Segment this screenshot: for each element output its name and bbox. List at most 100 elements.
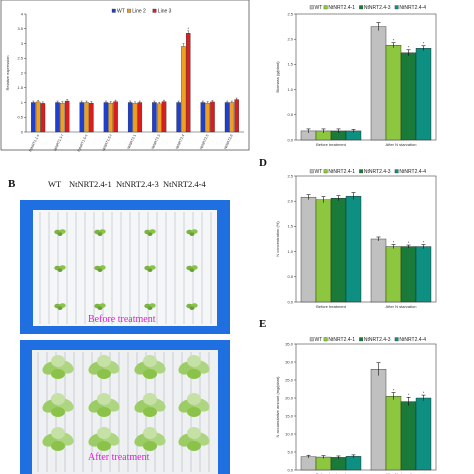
- chart-d-legend-label: NtNRT2.4-1: [328, 169, 355, 175]
- chart-c-y-label: Biomass (g/plant): [275, 61, 280, 93]
- chart-e-y-tick-label: 30.0: [285, 359, 294, 364]
- plant-leaf: [51, 355, 65, 367]
- genotype-label-line4: NtNRT2.4-4: [163, 179, 206, 189]
- plant-leaf: [51, 407, 65, 417]
- chart-e-bar: [300, 456, 317, 471]
- chart-c-legend-label: NtNRT2.4-4: [399, 5, 426, 11]
- chart-a-significance: *: [187, 26, 189, 31]
- chart-e: 0.0 5.0 10.0 15.0 20.0 25.0 30.0 35.0 N accumula…: [275, 337, 437, 474]
- chart-e-legend-swatch: [359, 337, 364, 342]
- plant-leaf: [143, 369, 157, 379]
- chart-a-bar: [35, 101, 41, 133]
- chart-a-x-tick-label: NtNRT2.5: [199, 134, 209, 150]
- plants-after: [42, 355, 210, 451]
- chart-a-plot: 0 0.5 1 1.5 2 2.5 3 3.5 4 Relative expression WT Li…: [5, 8, 244, 153]
- chart-c-y-tick-label: 0.5: [287, 112, 293, 117]
- seedling-leaf: [189, 232, 195, 236]
- chart-e-legend-swatch: [394, 337, 399, 342]
- chart-d-bar: [315, 199, 332, 303]
- chart-e-bar: [385, 396, 402, 471]
- foam-lines-before: [39, 212, 212, 324]
- chart-e-legend-label: NtNRT2.4-4: [399, 337, 426, 343]
- chart-a-legend-swatch: [127, 8, 131, 13]
- chart-a-legend-swatch: [111, 8, 116, 13]
- chart-c-legend-swatch: [309, 5, 314, 10]
- plant-leaf: [187, 369, 201, 379]
- plant-leaf: [51, 427, 65, 439]
- plant-leaf: [51, 369, 65, 379]
- chart-c-legend-label: NtNRT2.4-1: [328, 5, 355, 11]
- chart-d-legend-label: NtNRT2.4-4: [399, 169, 426, 175]
- chart-a-y-tick-label: 0: [21, 129, 24, 134]
- chart-d-significance: *: [393, 239, 395, 244]
- chart-e-x-tick-label: Before treatment: [316, 472, 347, 474]
- chart-c-bar: [415, 48, 432, 141]
- chart-d-y-label: N concentration (%): [275, 221, 280, 257]
- genotype-label-line3: NtNRT2.4-3: [116, 179, 159, 189]
- chart-a-y-tick-label: 2: [21, 70, 24, 75]
- chart-e-y-label: N accumulative amount (mg/plant): [275, 376, 280, 438]
- chart-a-x-tick-label: NtNRT1.5-s: [77, 134, 89, 153]
- plant-leaf: [97, 393, 111, 405]
- chart-d-bar: [400, 246, 417, 303]
- seedlings-before: [54, 229, 198, 311]
- chart-e-y-tick-label: 0.0: [287, 467, 293, 472]
- genotype-label-line1: NtNRT2.4-1: [69, 179, 112, 189]
- chart-e-significance: *: [393, 387, 395, 392]
- chart-c-bar: [385, 45, 402, 141]
- chart-a-bar: [79, 102, 85, 133]
- chart-a-bar: [234, 99, 239, 133]
- chart-d-legend-label: WT: [315, 169, 323, 175]
- plant-leaf: [143, 441, 157, 451]
- panel-label-d: D: [259, 157, 267, 169]
- chart-d-y-tick-label: 0.5: [287, 274, 293, 279]
- seedling-leaf: [189, 268, 195, 273]
- chart-c-significance: *: [393, 38, 395, 43]
- seedling-leaf: [57, 306, 63, 311]
- photo-after: After treatment: [20, 340, 230, 474]
- chart-e-bar: [370, 369, 387, 471]
- plant-leaf: [51, 393, 65, 405]
- chart-c-legend-label: WT: [315, 5, 323, 11]
- photo-before: Before treatment: [20, 200, 230, 334]
- chart-e-y-tick-label: 5.0: [287, 449, 293, 454]
- chart-a-y-label: Relative expression: [5, 56, 10, 91]
- chart-d-y-tick-label: 1.5: [287, 224, 293, 229]
- chart-c-x-tick-label: After N starvation: [386, 142, 417, 147]
- chart-c-legend-swatch: [394, 5, 399, 10]
- plant-leaf: [143, 427, 157, 439]
- chart-a-y-tick-label: 4: [21, 11, 24, 16]
- seedling-leaf: [147, 232, 153, 236]
- chart-a-bar: [108, 102, 114, 133]
- chart-e-legend-label: NtNRT2.4-3: [364, 337, 391, 343]
- chart-c-bar: [370, 26, 387, 141]
- chart-e-bar: [400, 401, 417, 471]
- chart-e-bar: [345, 456, 362, 471]
- chart-c-y-tick-label: 2.5: [287, 11, 293, 16]
- chart-a-y-tick-label: 2.5: [17, 56, 23, 61]
- chart-e-y-tick-label: 15.0: [285, 413, 294, 418]
- chart-a-bar: [229, 102, 235, 133]
- chart-a-bar: [205, 102, 210, 133]
- plant-leaf: [187, 427, 201, 439]
- plant-leaf: [97, 407, 111, 417]
- genotype-label-wt: WT: [48, 179, 62, 189]
- chart-d-bar: [330, 197, 347, 303]
- chart-e-y-tick-label: 10.0: [285, 431, 294, 436]
- chart-d-legend-swatch: [323, 169, 328, 174]
- chart-a-bar: [89, 102, 94, 133]
- chart-a-x-tick-label: NtNRT2.6: [223, 134, 233, 150]
- chart-a-bar: [84, 102, 89, 133]
- chart-d-bar: [385, 246, 402, 303]
- chart-d-y-tick-label: 2.5: [287, 173, 293, 178]
- chart-a-bar: [161, 101, 167, 133]
- chart-c-legend-swatch: [359, 5, 364, 10]
- plant-leaf: [143, 393, 157, 405]
- chart-a-y-tick-label: 3: [21, 41, 24, 46]
- chart-a-bar: [103, 102, 109, 133]
- chart-e-y-tick-label: 20.0: [285, 395, 294, 400]
- chart-a-y-tick-label: 0.5: [17, 115, 23, 120]
- chart-c-x-tick-label: Before treatment: [316, 142, 347, 147]
- seedling-leaf: [57, 268, 63, 273]
- chart-a-y-tick-label: 1.5: [17, 85, 23, 90]
